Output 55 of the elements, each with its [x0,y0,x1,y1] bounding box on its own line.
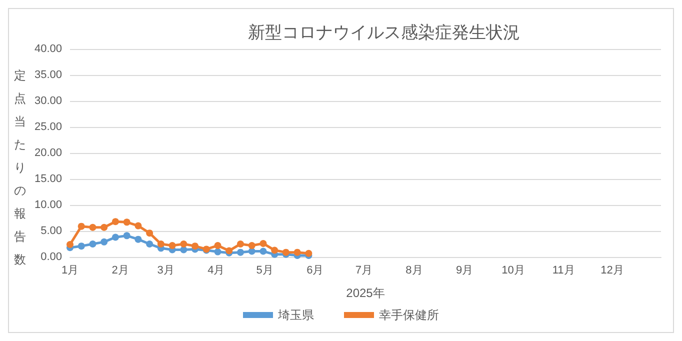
point [214,242,222,250]
x-tick-label: 7月 [355,264,372,276]
point [260,248,267,255]
x-tick-label: 1月 [61,264,79,276]
y-tick-label: 35.00 [34,69,62,81]
point [214,248,222,256]
point [236,240,244,248]
point [78,242,85,250]
y-tick-label: 10.00 [34,199,62,211]
text: 定点当たりの報告数 [14,68,26,266]
point [146,240,154,248]
y-tick-label: 5.00 [40,225,62,237]
point [134,222,142,230]
point [192,242,199,250]
x-tick-label: 2月 [112,264,129,276]
point [89,240,96,248]
x-axis-title: 2025年 [346,286,385,300]
point [168,242,176,250]
point [294,248,301,256]
x-tick-label: 12月 [600,264,624,276]
y-tick-label: 0.00 [40,251,62,263]
point [180,240,188,248]
point [157,240,164,248]
x-tick-label: 9月 [456,264,474,276]
x-tick-label: 8月 [406,264,423,276]
y-tick-label: 30.00 [34,95,62,107]
y-tick-label: 40.00 [34,43,62,55]
x-tick-label: 6月 [306,264,324,276]
point [112,234,119,241]
point [271,246,278,254]
point [112,218,119,226]
point [89,224,96,231]
x-tick-label: 5月 [256,264,274,276]
point [248,248,256,255]
point [248,242,256,250]
point [123,218,130,226]
point [146,230,154,237]
point [236,248,244,256]
point [100,238,108,246]
legend-label: 埼玉県 [277,308,314,322]
x-tick-label: 4月 [208,264,225,276]
point [66,241,74,248]
x-tick-label: 11月 [552,264,575,276]
y-tick-label: 15.00 [34,173,62,185]
point [260,240,267,247]
legend-label: 幸手保健所 [379,308,439,322]
x-tick-label: 10月 [502,264,525,276]
point [134,236,142,243]
chart-title: 新型コロナウイルス感染症発生状況 [248,23,520,42]
point [78,222,85,230]
point [100,224,108,231]
x-tick-label: 3月 [157,264,174,276]
y-tick-label: 25.00 [34,121,62,133]
point [123,232,130,240]
y-tick-label: 20.00 [34,147,62,159]
